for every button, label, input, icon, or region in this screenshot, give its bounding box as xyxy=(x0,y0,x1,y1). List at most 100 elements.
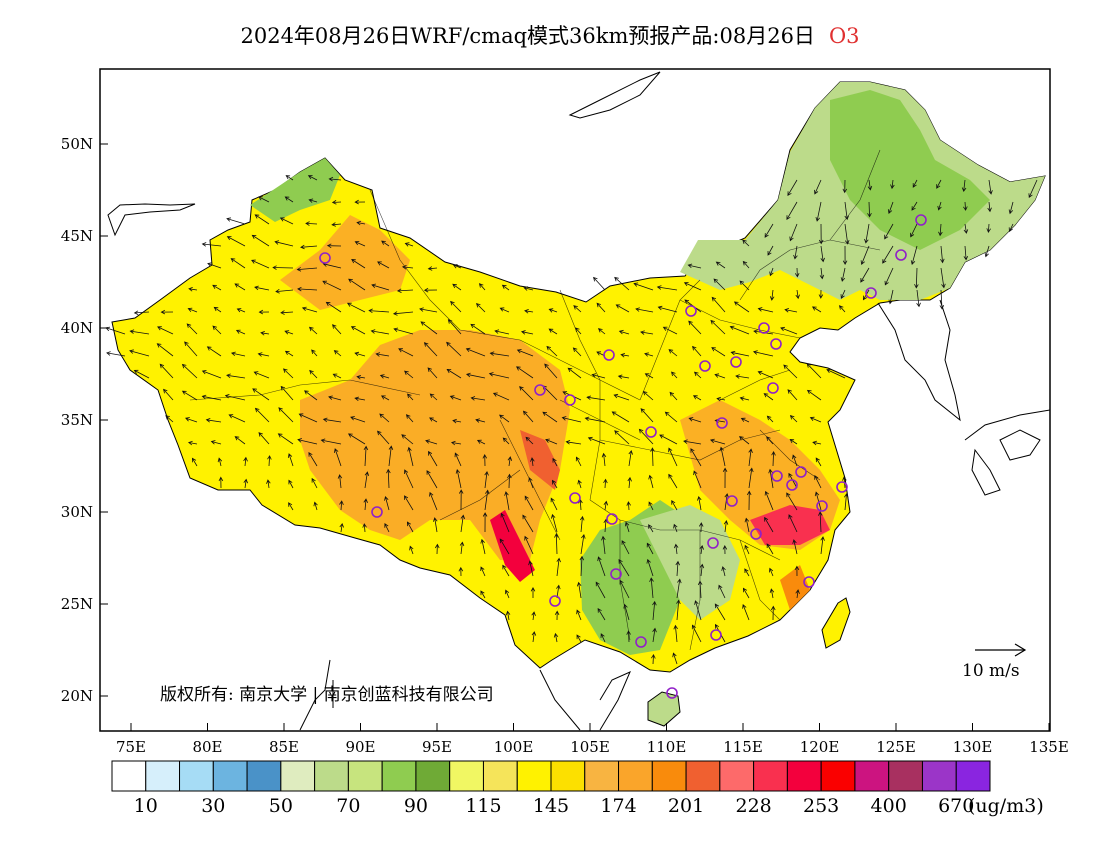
yunnan-red-spot xyxy=(490,510,535,582)
wind-arrow xyxy=(333,350,342,357)
wind-arrow xyxy=(721,566,726,577)
wind-arrow xyxy=(565,440,582,445)
wind-arrow xyxy=(545,438,558,445)
wind-arrow xyxy=(257,352,270,357)
wind-arrow xyxy=(218,476,224,489)
wind-arrow xyxy=(711,296,726,313)
legend-value-label: 70 xyxy=(336,795,361,817)
wind-arrow xyxy=(842,245,848,266)
wind-arrow xyxy=(618,558,630,577)
legend-swatch xyxy=(651,760,687,792)
wind-arrow xyxy=(596,302,606,313)
species-label: O3 xyxy=(828,24,860,48)
wind-arrow xyxy=(354,199,366,205)
wind-arrow xyxy=(429,417,438,423)
lon-tick-label: 120E xyxy=(800,738,840,756)
wind-arrow xyxy=(715,261,726,269)
wind-arrow xyxy=(351,259,366,269)
wind-arrow xyxy=(530,586,536,598)
wind-arrow xyxy=(482,453,488,467)
lon-tick-label: 95E xyxy=(422,738,452,756)
wind-arrow xyxy=(392,311,414,316)
wind-arrow xyxy=(887,201,894,214)
wind-arrow xyxy=(253,371,270,379)
wind-arrow xyxy=(423,342,438,357)
wind-arrow xyxy=(280,385,294,401)
wind-arrow xyxy=(814,474,822,489)
wind-arrow xyxy=(354,351,366,357)
wind-arrow xyxy=(963,201,968,211)
legend-value-label: 253 xyxy=(803,795,840,817)
wind-arrow xyxy=(364,471,370,489)
wind-arrow xyxy=(217,457,223,467)
wind-arrow xyxy=(676,578,682,599)
lon-tick-label: 135E xyxy=(1029,738,1069,756)
wind-arrow xyxy=(601,452,607,467)
wind-arrow xyxy=(624,521,630,533)
ozone-forecast-map: 75E 80E 85E 90E 95E 100E 105E 110E 115E 120E 125E 1… xyxy=(61,68,1069,756)
wind-arrow xyxy=(267,455,272,467)
wind-arrow xyxy=(1028,179,1038,199)
wind-arrow xyxy=(370,329,390,335)
wind-arrow xyxy=(525,436,534,445)
wind-arrow xyxy=(635,307,654,313)
wind-arrow xyxy=(621,540,630,555)
wind-arrow xyxy=(739,280,750,291)
wind-arrow xyxy=(185,417,198,423)
wind-arrow xyxy=(784,308,798,313)
city-markers xyxy=(319,214,927,699)
wind-arrow xyxy=(638,428,654,445)
wind-arrow xyxy=(710,319,726,335)
wind-arrow xyxy=(694,600,702,621)
wind-arrow xyxy=(675,560,680,577)
wind-arrow xyxy=(714,603,726,621)
wind-arrow xyxy=(260,331,270,336)
wind-arrow xyxy=(553,632,559,643)
lat-tick-label: 25N xyxy=(61,595,93,613)
wind-arrow xyxy=(603,478,608,489)
wind-arrow xyxy=(623,603,630,621)
legend-swatch xyxy=(246,760,282,792)
wind-arrow xyxy=(752,350,774,357)
wind-arrow xyxy=(567,367,582,379)
wind-arrow xyxy=(420,321,438,335)
wind-arrow xyxy=(579,555,585,577)
wind-arrow xyxy=(656,285,678,291)
wind-arrow xyxy=(284,350,294,357)
legend-swatch xyxy=(449,760,484,792)
wind-arrow xyxy=(659,434,678,445)
legend-value-label: 115 xyxy=(465,795,502,817)
wind-arrow xyxy=(843,493,849,511)
wind-arrow xyxy=(640,408,654,423)
wind-arrow xyxy=(719,446,726,467)
wind-arrow xyxy=(332,373,342,379)
wind-arrow xyxy=(818,511,823,533)
wind-arrow xyxy=(963,223,969,234)
wind-arrow xyxy=(346,302,366,313)
wind-arrow xyxy=(133,369,150,379)
wind-arrow xyxy=(528,477,534,489)
wind-arrow xyxy=(789,439,798,445)
wind-arrow xyxy=(611,411,630,423)
wind-arrow xyxy=(644,352,654,357)
wind-arrow xyxy=(205,418,222,423)
wind-arrow xyxy=(1008,223,1014,233)
wind-arrow xyxy=(258,309,270,315)
wind-arrow xyxy=(350,416,366,423)
wind-arrow xyxy=(212,325,222,335)
wind-arrow xyxy=(502,437,510,445)
wind-arrow xyxy=(961,179,967,193)
wind-arrow xyxy=(470,396,486,401)
wind-arrow xyxy=(744,544,750,555)
wind-arrow xyxy=(748,467,754,489)
wind-arrow xyxy=(243,478,248,489)
wind-arrow xyxy=(475,418,486,423)
wind-arrow xyxy=(181,390,198,401)
wind-arrow xyxy=(576,634,582,643)
wind-arrow xyxy=(744,568,750,577)
taiwan-island xyxy=(821,597,851,649)
wind-arrow xyxy=(795,289,800,300)
wind-arrow xyxy=(404,495,414,511)
wind-arrow xyxy=(591,373,606,379)
wind-arrow xyxy=(795,589,800,599)
